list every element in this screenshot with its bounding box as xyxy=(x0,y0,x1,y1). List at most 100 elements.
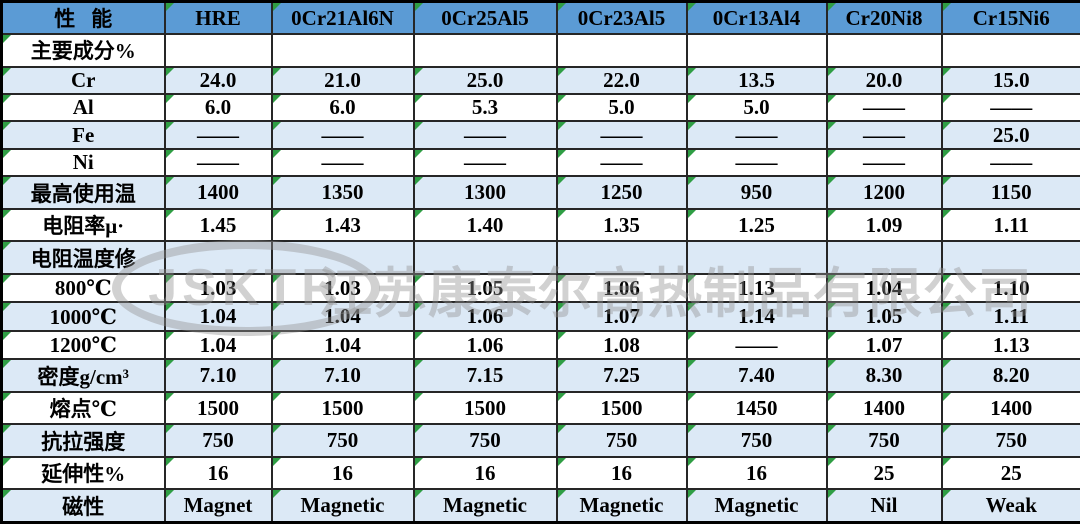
value-cell[interactable]: 1.03 xyxy=(163,272,273,304)
value-cell[interactable]: 16 xyxy=(412,455,558,491)
header-cell-alloy[interactable]: 0Cr13Al4 xyxy=(685,0,828,35)
value-cell[interactable]: 1400 xyxy=(163,175,273,210)
row-label-cell[interactable]: 熔点℃ xyxy=(0,390,166,426)
value-cell[interactable]: 750 xyxy=(270,423,415,458)
value-cell[interactable]: 750 xyxy=(940,423,1080,458)
value-cell[interactable]: 1500 xyxy=(412,390,558,426)
value-cell[interactable]: 25.0 xyxy=(940,120,1080,150)
value-cell[interactable]: 1.06 xyxy=(412,329,558,361)
value-cell[interactable]: 1.08 xyxy=(555,329,688,361)
value-cell[interactable]: 16 xyxy=(163,455,273,491)
value-cell[interactable]: —— xyxy=(825,147,943,178)
value-cell[interactable]: —— xyxy=(270,120,415,150)
value-cell[interactable]: —— xyxy=(270,147,415,178)
value-cell[interactable] xyxy=(685,240,828,275)
value-cell[interactable]: 25.0 xyxy=(412,65,558,95)
row-label-cell[interactable]: 最高使用温 xyxy=(0,175,166,210)
value-cell[interactable]: 1.40 xyxy=(412,207,558,243)
row-label-cell[interactable]: 1200℃ xyxy=(0,329,166,361)
value-cell[interactable]: —— xyxy=(825,120,943,150)
value-cell[interactable]: 750 xyxy=(163,423,273,458)
value-cell[interactable]: 24.0 xyxy=(163,65,273,95)
value-cell[interactable]: 1200 xyxy=(825,175,943,210)
row-label-cell[interactable]: 1000℃ xyxy=(0,301,166,332)
value-cell[interactable]: 7.10 xyxy=(270,358,415,393)
value-cell[interactable]: 750 xyxy=(412,423,558,458)
value-cell[interactable]: Weak xyxy=(940,488,1080,524)
value-cell[interactable] xyxy=(825,33,943,68)
row-label-cell[interactable]: 电阻温度修 xyxy=(0,240,166,275)
value-cell[interactable]: 7.25 xyxy=(555,358,688,393)
value-cell[interactable]: 750 xyxy=(685,423,828,458)
value-cell[interactable]: 1.13 xyxy=(940,329,1080,361)
value-cell[interactable]: 7.40 xyxy=(685,358,828,393)
value-cell[interactable] xyxy=(685,33,828,68)
value-cell[interactable]: Magnetic xyxy=(555,488,688,524)
value-cell[interactable]: 6.0 xyxy=(270,92,415,123)
value-cell[interactable] xyxy=(940,240,1080,275)
value-cell[interactable]: 1350 xyxy=(270,175,415,210)
value-cell[interactable]: 950 xyxy=(685,175,828,210)
value-cell[interactable] xyxy=(940,33,1080,68)
value-cell[interactable]: —— xyxy=(685,147,828,178)
value-cell[interactable]: 1.04 xyxy=(270,329,415,361)
row-label-cell[interactable]: Fe xyxy=(0,120,166,150)
value-cell[interactable]: 8.20 xyxy=(940,358,1080,393)
header-cell-property[interactable]: 性能 xyxy=(0,0,166,35)
value-cell[interactable]: 21.0 xyxy=(270,65,415,95)
value-cell[interactable]: 1400 xyxy=(940,390,1080,426)
value-cell[interactable]: 5.3 xyxy=(412,92,558,123)
value-cell[interactable]: 16 xyxy=(555,455,688,491)
value-cell[interactable]: 15.0 xyxy=(940,65,1080,95)
value-cell[interactable]: 1.06 xyxy=(412,301,558,332)
row-label-cell[interactable]: Ni xyxy=(0,147,166,178)
value-cell[interactable]: —— xyxy=(163,147,273,178)
value-cell[interactable] xyxy=(555,33,688,68)
value-cell[interactable] xyxy=(270,33,415,68)
value-cell[interactable]: 7.15 xyxy=(412,358,558,393)
value-cell[interactable]: 1.25 xyxy=(685,207,828,243)
value-cell[interactable]: 1.10 xyxy=(940,272,1080,304)
value-cell[interactable]: 1.06 xyxy=(555,272,688,304)
value-cell[interactable]: Magnetic xyxy=(412,488,558,524)
value-cell[interactable]: 1.14 xyxy=(685,301,828,332)
value-cell[interactable]: 1.05 xyxy=(412,272,558,304)
value-cell[interactable]: 1250 xyxy=(555,175,688,210)
value-cell[interactable]: 6.0 xyxy=(163,92,273,123)
value-cell[interactable]: 1.43 xyxy=(270,207,415,243)
value-cell[interactable]: 750 xyxy=(555,423,688,458)
value-cell[interactable]: 1.07 xyxy=(825,329,943,361)
value-cell[interactable]: Magnetic xyxy=(270,488,415,524)
row-label-cell[interactable]: 主要成分% xyxy=(0,33,166,68)
value-cell[interactable]: 1.11 xyxy=(940,301,1080,332)
value-cell[interactable]: 22.0 xyxy=(555,65,688,95)
value-cell[interactable]: —— xyxy=(555,120,688,150)
row-label-cell[interactable]: 800℃ xyxy=(0,272,166,304)
value-cell[interactable]: —— xyxy=(685,120,828,150)
value-cell[interactable]: —— xyxy=(940,147,1080,178)
value-cell[interactable]: 8.30 xyxy=(825,358,943,393)
value-cell[interactable]: 25 xyxy=(940,455,1080,491)
value-cell[interactable]: —— xyxy=(412,120,558,150)
value-cell[interactable]: 1400 xyxy=(825,390,943,426)
value-cell[interactable] xyxy=(555,240,688,275)
row-label-cell[interactable]: 电阻率μ· xyxy=(0,207,166,243)
value-cell[interactable]: 1.07 xyxy=(555,301,688,332)
value-cell[interactable]: 5.0 xyxy=(555,92,688,123)
value-cell[interactable]: Magnet xyxy=(163,488,273,524)
value-cell[interactable]: 1500 xyxy=(163,390,273,426)
value-cell[interactable]: 1.13 xyxy=(685,272,828,304)
value-cell[interactable] xyxy=(412,33,558,68)
value-cell[interactable]: 16 xyxy=(685,455,828,491)
value-cell[interactable]: 13.5 xyxy=(685,65,828,95)
value-cell[interactable]: 1.05 xyxy=(825,301,943,332)
header-cell-alloy[interactable]: 0Cr21Al6N xyxy=(270,0,415,35)
value-cell[interactable]: 16 xyxy=(270,455,415,491)
row-label-cell[interactable]: 磁性 xyxy=(0,488,166,524)
row-label-cell[interactable]: Al xyxy=(0,92,166,123)
value-cell[interactable] xyxy=(825,240,943,275)
value-cell[interactable]: —— xyxy=(825,92,943,123)
header-cell-alloy[interactable]: HRE xyxy=(163,0,273,35)
value-cell[interactable]: —— xyxy=(940,92,1080,123)
value-cell[interactable]: 20.0 xyxy=(825,65,943,95)
